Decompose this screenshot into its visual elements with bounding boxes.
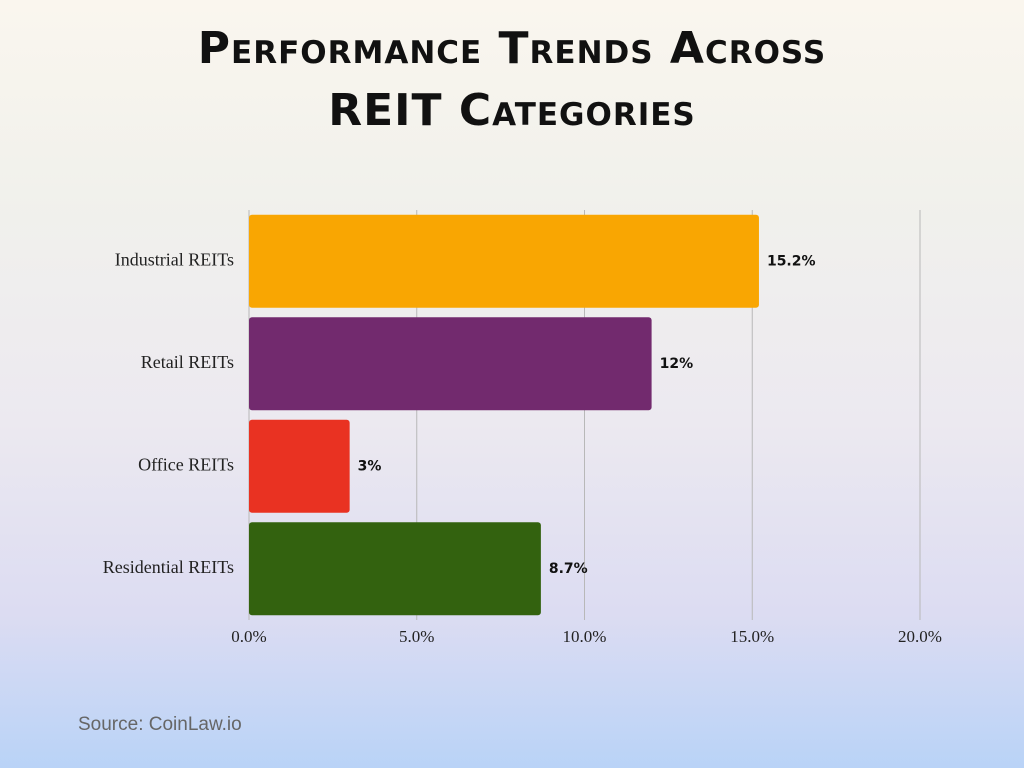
data-label: 8.7%	[549, 561, 588, 577]
bar	[249, 419, 350, 513]
x-tick-label: 5.0%	[399, 627, 434, 646]
bar	[249, 317, 652, 411]
y-tick-label: Retail REITs	[141, 352, 234, 372]
bar	[249, 214, 759, 308]
data-label: 15.2%	[767, 253, 816, 269]
y-tick-label: Residential REITs	[103, 557, 234, 577]
bar	[249, 522, 541, 616]
chart-title: Performance Trends Across REIT Categorie…	[197, 23, 827, 136]
x-tick-label: 20.0%	[898, 627, 942, 646]
x-tick-label: 15.0%	[730, 627, 774, 646]
source: Source: CoinLaw.io	[78, 714, 242, 735]
data-label: 12%	[660, 356, 694, 372]
y-tick-label: Industrial REITs	[115, 249, 234, 269]
x-tick-label: 0.0%	[231, 627, 266, 646]
x-tick-label: 10.0%	[563, 627, 607, 646]
data-label: 3%	[358, 458, 382, 474]
y-tick-label: Office REITs	[138, 454, 234, 474]
